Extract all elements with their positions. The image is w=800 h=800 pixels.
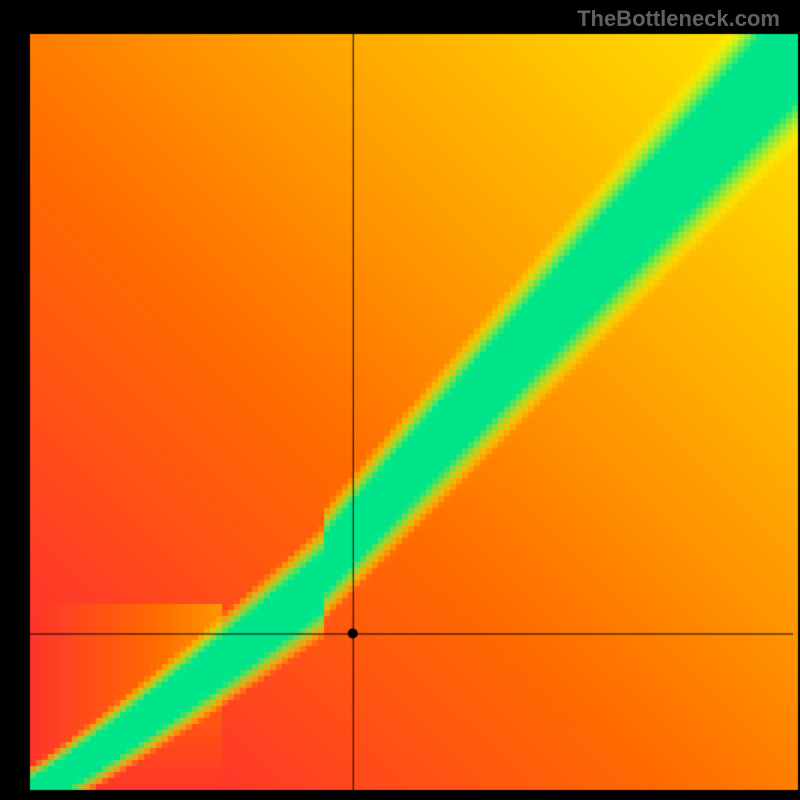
heatmap-canvas [0,0,800,800]
watermark-text: TheBottleneck.com [577,6,780,32]
chart-container: TheBottleneck.com [0,0,800,800]
